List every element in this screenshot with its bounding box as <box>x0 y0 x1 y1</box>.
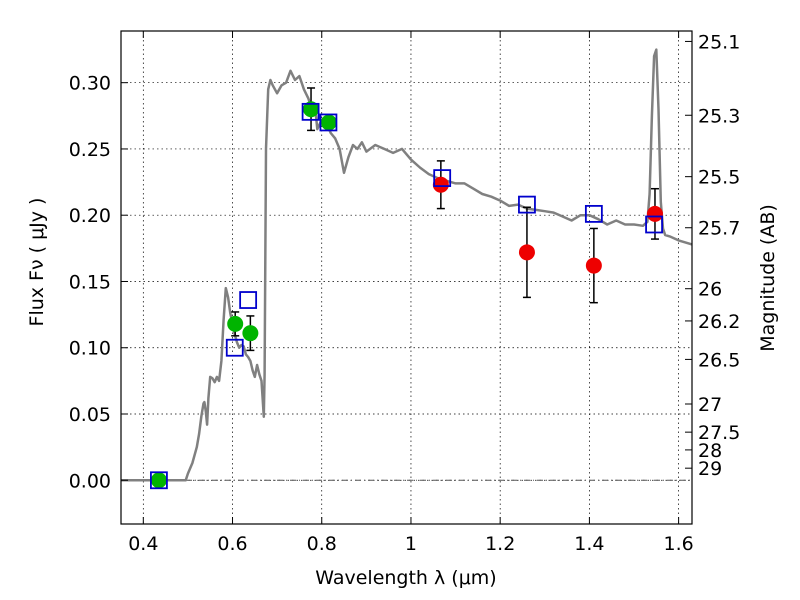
magnitude-tick-label: 25.7 <box>698 218 740 240</box>
y-tick-label: 0.20 <box>69 205 111 227</box>
magnitude-tick-label: 26.5 <box>698 349 740 371</box>
model-flux-box <box>518 195 536 214</box>
y-tick-label: 0.10 <box>69 338 111 360</box>
y-tick-label: 0.00 <box>69 470 111 492</box>
x-tick-label: 0.8 <box>307 533 337 555</box>
magnitude-tick-label: 27 <box>698 394 722 416</box>
y-axis-label: Flux Fν ( μJy ) <box>26 198 48 327</box>
plot-frame <box>120 30 693 525</box>
photometry-point <box>227 315 244 332</box>
magnitude-tick-label: 29 <box>698 458 722 480</box>
x-axis-ticks: 0.4 0.6 0.8 1 1.2 1.4 1.6 <box>128 31 694 555</box>
magnitude-tick-label: 25.1 <box>698 31 740 53</box>
model-flux-box <box>239 291 258 309</box>
model-flux-box <box>301 102 320 121</box>
x-tick-label: 0.6 <box>217 533 247 555</box>
x-axis-label: Wavelength λ (μm) <box>315 567 496 589</box>
photometry-point <box>432 176 449 193</box>
x-tick-label: 1 <box>405 533 417 555</box>
x-tick-label: 0.4 <box>128 533 158 555</box>
model-flux-box <box>225 338 244 357</box>
y-tick-label: 0.25 <box>69 139 111 161</box>
model-flux-box <box>645 215 663 234</box>
x-tick-label: 1.2 <box>485 533 515 555</box>
y-tick-label: 0.30 <box>69 73 111 95</box>
model-flux-box <box>433 169 452 188</box>
photometry-point <box>320 114 337 131</box>
magnitude-tick-label: 27.5 <box>698 422 740 444</box>
error-bars <box>231 87 659 352</box>
y-tick-label: 0.05 <box>69 404 111 426</box>
model-flux-box <box>584 204 603 223</box>
grid-lines <box>121 31 692 524</box>
photometry-point <box>585 257 602 274</box>
x-tick-label: 1.6 <box>664 533 694 555</box>
photometry-point <box>242 325 259 342</box>
photometry-points <box>150 101 663 489</box>
photometry-point <box>646 205 663 222</box>
photometry-point <box>518 244 535 261</box>
x-tick-label: 1.4 <box>574 533 604 555</box>
magnitude-tick-label: 25.3 <box>698 105 740 127</box>
magnitude-tick-label: 25.5 <box>698 167 740 189</box>
y-axis-ticks: 0.00 0.05 0.10 0.15 0.20 0.25 0.30 <box>69 73 128 492</box>
model-flux-box <box>319 113 338 132</box>
magnitude-tick-label: 26 <box>698 279 722 301</box>
magnitude-tick-label: 28 <box>698 440 722 462</box>
y-tick-label: 0.15 <box>69 271 111 293</box>
model-flux-boxes <box>150 102 663 490</box>
photometry-point <box>150 472 167 489</box>
magnitude-tick-label: 26.2 <box>698 311 740 333</box>
model-flux-box <box>150 471 168 490</box>
magnitude-axis-label: Magnitude (AB) <box>757 204 779 352</box>
